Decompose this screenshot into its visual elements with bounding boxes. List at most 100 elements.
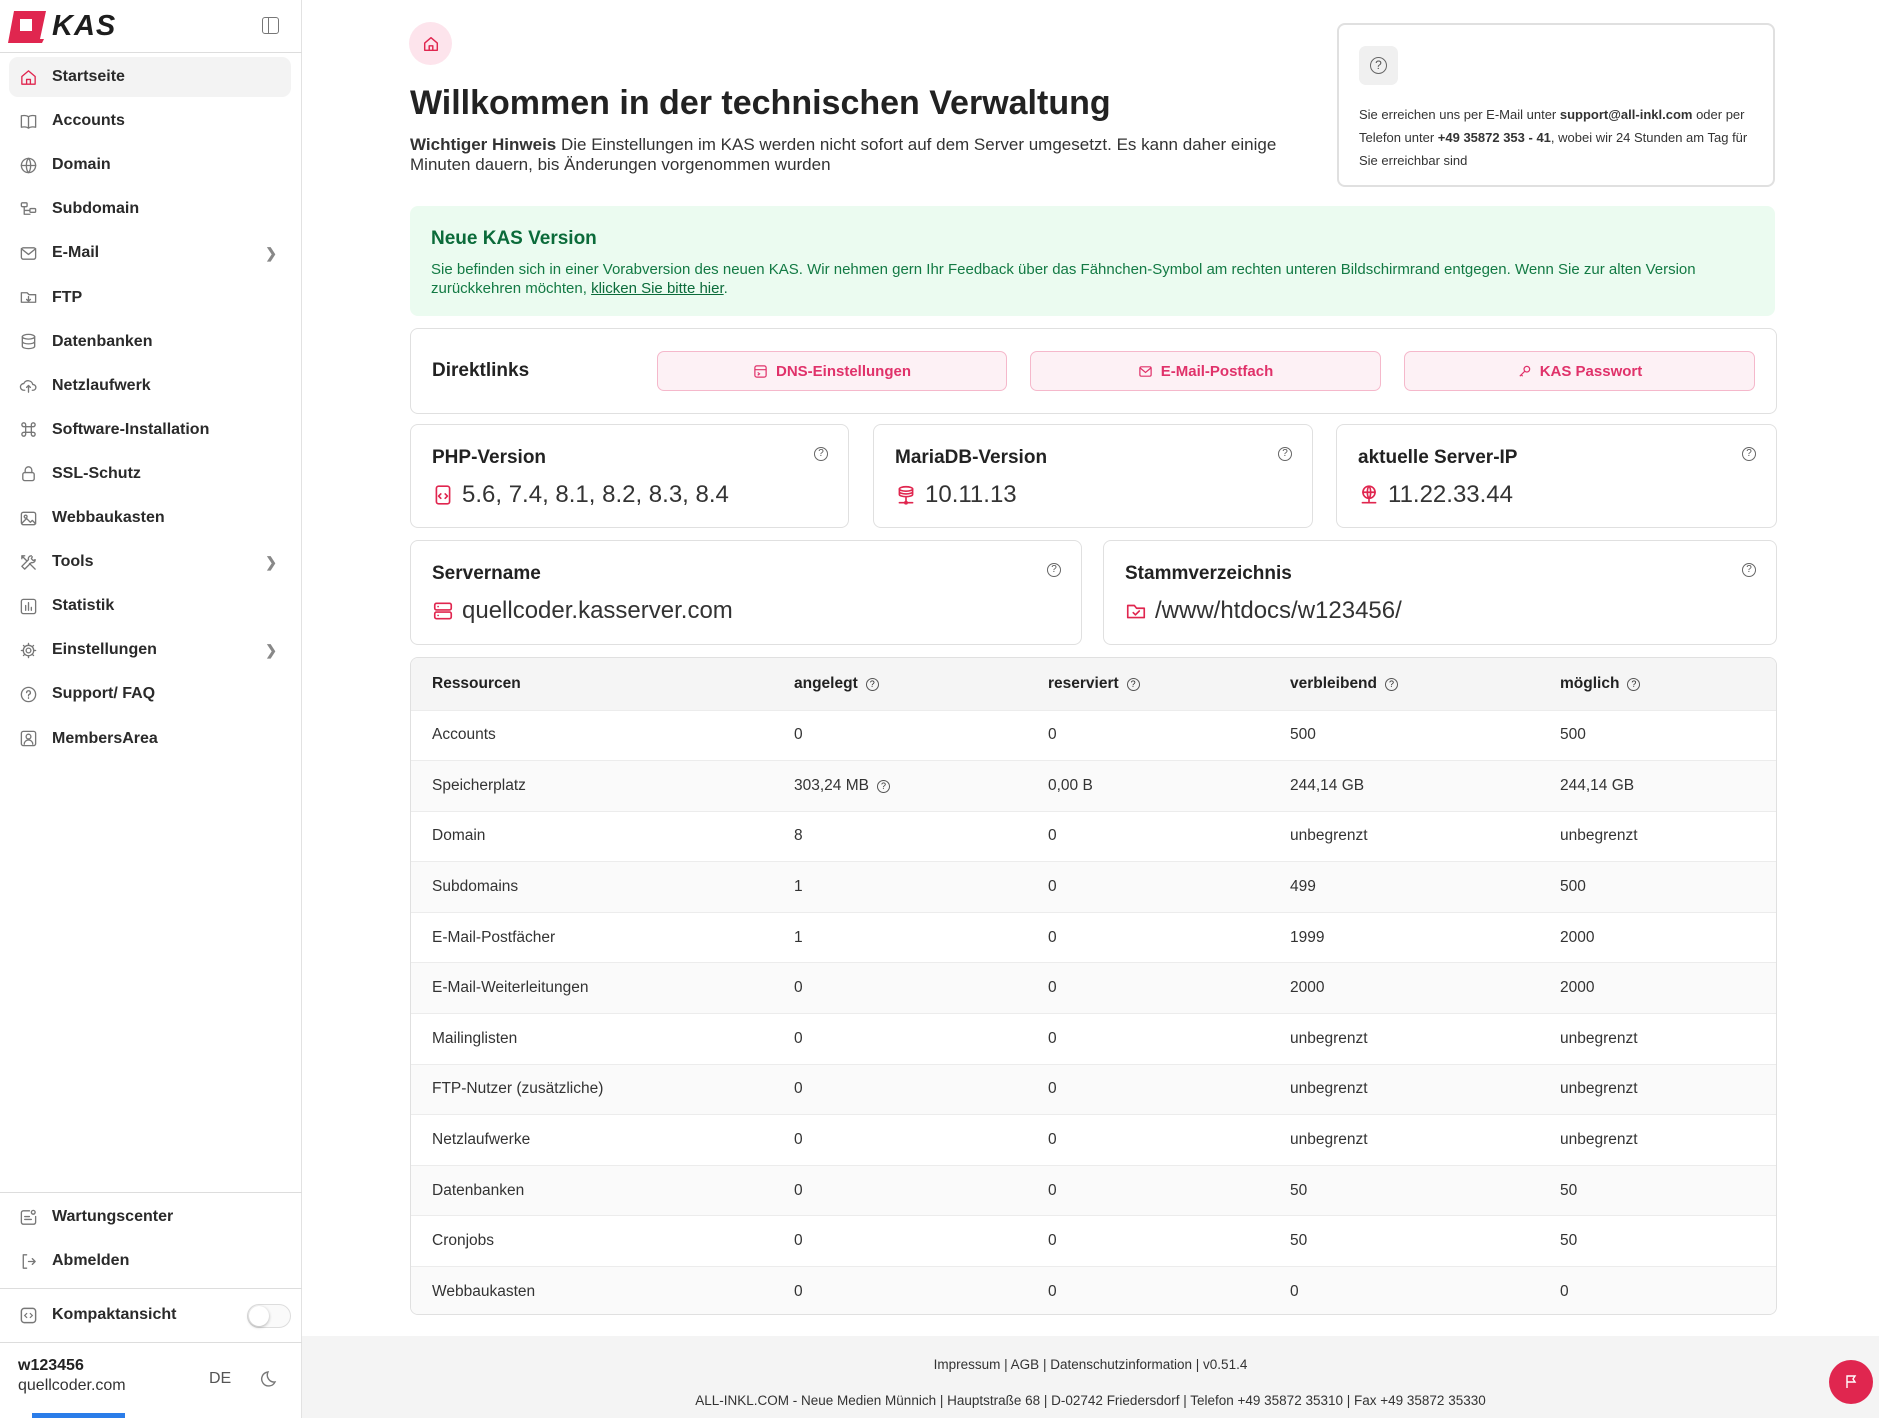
table-cell: 50 (1560, 1215, 1776, 1267)
mariadb-version-card: MariaDB-Version? 10.11.13 (873, 424, 1313, 528)
table-cell: Netzlaufwerke (411, 1114, 794, 1166)
table-cell: unbegrenzt (1290, 1013, 1560, 1065)
help-icon[interactable]: ? (865, 677, 879, 691)
sidebar-item-label: Webbaukasten (52, 509, 165, 526)
sidebar-item-e-mail[interactable]: E-Mail ❯ (9, 233, 291, 273)
help-icon[interactable]: ? (1742, 563, 1756, 577)
column-header: möglich? (1560, 658, 1776, 710)
sidebar-item-startseite[interactable]: Startseite (9, 57, 291, 97)
table-cell: 0 (794, 1063, 1048, 1115)
feedback-button[interactable] (1829, 1360, 1873, 1404)
language-switch[interactable]: DE (209, 1370, 232, 1387)
compact-view-toggle[interactable] (247, 1304, 291, 1328)
sidebar-item-tools[interactable]: Tools ❯ (9, 542, 291, 582)
sidebar-item-einstellungen[interactable]: Einstellungen ❯ (9, 630, 291, 670)
table-cell: 0 (794, 1164, 1048, 1216)
card-value: 10.11.13 (895, 481, 1017, 509)
sidebar-item-label: Abmelden (52, 1252, 130, 1269)
support-email[interactable]: support@all-inkl.com (1559, 107, 1693, 122)
table-cell: 0 (1048, 1114, 1290, 1166)
table-cell: E-Mail-Postfächer (411, 911, 794, 963)
table-row: Speicherplatz 303,24 MB? 0,00 B 244,14 GB 24… (411, 760, 1776, 812)
servername-card: Servername? quellcoder.kasserver.com (410, 540, 1082, 645)
table-cell: 1 (794, 911, 1048, 963)
footer: Impressum | AGB | Datenschutzinformation… (302, 1336, 1879, 1418)
card-title: Stammverzeichnis (1125, 563, 1292, 584)
help-icon[interactable]: ? (1742, 447, 1756, 461)
sidebar-item-software-installation[interactable]: Software-Installation (9, 410, 291, 450)
mail-icon (1139, 365, 1152, 377)
table-cell: unbegrenzt (1560, 1114, 1776, 1166)
card-value-text: quellcoder.kasserver.com (462, 597, 733, 624)
mailbox-button[interactable]: E-Mail-Postfach (1030, 351, 1381, 391)
logo-text: KAS (52, 10, 117, 42)
footer-address: ALL-INKL.COM - Neue Medien Münnich | Hau… (695, 1393, 1486, 1408)
sidebar-item-domain[interactable]: Domain (9, 145, 291, 185)
table-cell: 0 (1048, 962, 1290, 1014)
table-cell: 244,14 GB (1290, 760, 1560, 812)
support-phone: +49 35872 353 - 41 (1437, 130, 1551, 145)
help-icon[interactable]: ? (1627, 677, 1641, 691)
table-cell: 0 (1048, 861, 1290, 913)
notice-label: Wichtiger Hinweis (410, 135, 557, 154)
impressum-link[interactable]: Impressum (933, 1357, 1001, 1372)
compact-view-item: Kompaktansicht (9, 1295, 291, 1335)
sidebar-item-membersarea[interactable]: MembersArea (9, 719, 291, 759)
sidebar-item-wartungscenter[interactable]: Wartungscenter (9, 1197, 291, 1237)
table-cell: Datenbanken (411, 1164, 794, 1216)
sidebar-item-label: Datenbanken (52, 332, 153, 350)
main-content: Willkommen in der technischen Verwaltung… (302, 0, 1879, 1418)
dns-settings-button[interactable]: DNS-Einstellungen (657, 351, 1007, 391)
sidebar-item-datenbanken[interactable]: Datenbanken (9, 322, 291, 362)
sidebar-item-ssl-schutz[interactable]: SSL-Schutz (9, 454, 291, 494)
command-icon (21, 422, 36, 438)
table-cell: unbegrenzt (1560, 810, 1776, 862)
table-cell: 500 (1290, 709, 1560, 761)
sidebar-item-statistik[interactable]: Statistik (9, 586, 291, 626)
chart-icon (20, 598, 37, 614)
gear-icon (20, 642, 37, 659)
moon-icon[interactable] (260, 1369, 280, 1389)
help-icon[interactable]: ? (1047, 563, 1061, 577)
privacy-link[interactable]: Datenschutzinformation (1050, 1357, 1193, 1372)
table-cell: 0 (794, 1215, 1048, 1267)
sidebar-item-label: FTP (52, 288, 83, 306)
help-icon[interactable]: ? (1385, 677, 1398, 691)
table-cell: Speicherplatz (411, 760, 794, 812)
table-cell: 244,14 GB (1560, 760, 1776, 812)
help-icon[interactable]: ? (1126, 677, 1140, 691)
sidebar-item-support-faq[interactable]: Support/ FAQ (9, 674, 291, 714)
sidebar-item-label: Startseite (52, 68, 125, 85)
help-icon[interactable]: ? (814, 447, 828, 461)
table-cell: 2000 (1290, 962, 1560, 1014)
sidebar-item-abmelden[interactable]: Abmelden (9, 1241, 291, 1281)
table-cell: Subdomains (411, 861, 794, 913)
help-icon-badge: ? (1359, 46, 1398, 85)
table-row: Datenbanken 0 0 50 50 (411, 1164, 1776, 1216)
kas-logo[interactable]: KAS (8, 10, 116, 43)
table-cell: 0 (1048, 1215, 1290, 1267)
agb-link[interactable]: AGB (1010, 1357, 1040, 1372)
sidebar-collapse-icon[interactable] (262, 17, 279, 34)
home-icon (21, 69, 36, 85)
old-version-link[interactable]: klicken Sie bitte hier (591, 280, 724, 297)
kas-password-button[interactable]: KAS Passwort (1404, 351, 1755, 391)
card-icon (435, 485, 451, 505)
sidebar-item-subdomain[interactable]: Subdomain (9, 189, 291, 229)
table-cell: 1999 (1290, 911, 1560, 963)
help-icon[interactable]: ? (1278, 447, 1292, 461)
table-cell: 2000 (1560, 911, 1776, 963)
sidebar-item-webbaukasten[interactable]: Webbaukasten (9, 498, 291, 538)
card-title: MariaDB-Version (895, 447, 1048, 468)
sidebar-item-netzlaufwerk[interactable]: Netzlaufwerk (9, 366, 291, 406)
sidebar-item-accounts[interactable]: Accounts (9, 101, 291, 141)
sidebar-item-label: Accounts (52, 112, 125, 130)
table-cell: 2000 (1560, 962, 1776, 1014)
help-icon[interactable]: ? (876, 779, 890, 793)
dns-icon (754, 364, 767, 378)
card-icon (1361, 485, 1377, 504)
mail-icon (20, 247, 37, 260)
sidebar-item-label: SSL-Schutz (52, 464, 141, 482)
sidebar-item-ftp[interactable]: FTP (9, 278, 291, 318)
table-cell: 0 (794, 1266, 1048, 1314)
